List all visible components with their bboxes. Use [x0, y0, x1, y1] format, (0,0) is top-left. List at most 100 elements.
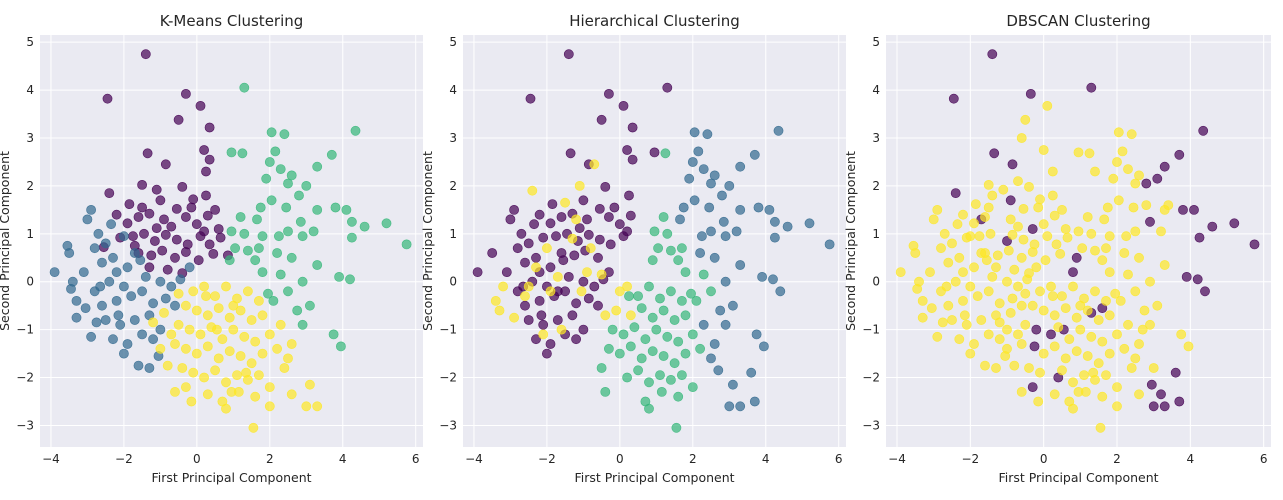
- scatter-point: [1082, 305, 1093, 316]
- scatter-point: [224, 346, 235, 357]
- scatter-point: [144, 363, 155, 373]
- scatter-point: [1018, 203, 1029, 214]
- scatter-point: [994, 298, 1005, 309]
- scatter-point: [1035, 367, 1045, 378]
- scatter-point: [563, 49, 574, 60]
- scatter-point: [1024, 181, 1034, 192]
- scatter-point: [139, 228, 149, 239]
- scatter-point: [1060, 224, 1071, 234]
- scatter-point: [1082, 351, 1093, 361]
- scatter-point: [140, 271, 151, 282]
- scatter-point: [286, 252, 297, 263]
- scatter-point: [264, 157, 275, 167]
- scatter-point: [498, 281, 508, 292]
- scatter-point: [1113, 195, 1124, 206]
- scatter-point: [697, 231, 707, 242]
- scatter-point: [980, 248, 990, 258]
- x-tick-label: 2: [266, 452, 274, 466]
- x-tick-labels: −4 −2 0 2 4 6: [465, 452, 842, 466]
- scatter-point: [516, 228, 527, 239]
- scatter-point: [1108, 173, 1119, 184]
- scatter-point: [1027, 224, 1038, 234]
- scatter-points: [472, 49, 835, 433]
- scatter-point: [252, 214, 262, 225]
- scatter-point: [633, 291, 643, 301]
- scatter-point: [954, 334, 965, 345]
- scatter-point: [170, 386, 180, 397]
- scatter-point: [241, 367, 251, 378]
- scatter-point: [1123, 164, 1133, 174]
- y-axis-label: Second Principal Component: [843, 151, 858, 331]
- scatter-point: [1027, 382, 1038, 392]
- y-axis-label: Second Principal Component: [0, 151, 12, 331]
- scatter-point: [275, 164, 286, 174]
- scatter-point: [689, 195, 700, 206]
- scatter-point: [751, 329, 762, 340]
- scatter-point: [1002, 324, 1012, 335]
- scatter-point: [95, 281, 106, 292]
- y-tick-label: −1: [862, 323, 880, 337]
- scatter-point: [173, 114, 184, 125]
- scatter-point: [939, 228, 950, 239]
- scatter-point: [166, 281, 177, 292]
- scatter-point: [1038, 219, 1049, 230]
- scatter-point: [948, 93, 959, 104]
- scatter-point: [1093, 358, 1104, 369]
- scatter-point: [159, 307, 169, 318]
- scatter-point: [558, 255, 569, 266]
- scatter-point: [636, 353, 647, 364]
- scatter-point: [1047, 190, 1058, 201]
- scatter-point: [1130, 178, 1141, 189]
- scatter-point: [155, 276, 166, 287]
- scatter-point: [1005, 214, 1016, 225]
- scatter-point: [137, 202, 147, 213]
- y-tick-label: −2: [439, 371, 457, 385]
- scatter-point: [381, 218, 392, 229]
- scatter-point: [578, 324, 589, 335]
- scatter-point: [585, 243, 596, 254]
- x-tick-label: −4: [888, 452, 906, 466]
- scatter-point: [594, 203, 605, 214]
- scatter-point: [998, 184, 1009, 195]
- scatter-point: [625, 310, 636, 321]
- scatter-point: [137, 286, 147, 297]
- scatter-point: [937, 317, 948, 328]
- scatter-point: [1145, 319, 1155, 330]
- scatter-point: [148, 334, 158, 345]
- scatter-point: [1176, 329, 1187, 340]
- scatter-point: [912, 283, 923, 294]
- scatter-point: [1049, 341, 1060, 352]
- scatter-point: [1077, 243, 1088, 254]
- scatter-point: [538, 232, 549, 243]
- scatter-point: [239, 82, 250, 93]
- scatter-point: [604, 343, 614, 354]
- scatter-point: [1071, 346, 1082, 357]
- scatter-point: [959, 310, 970, 321]
- y-tick-label: 1: [872, 227, 880, 241]
- scatter-point: [86, 204, 96, 215]
- scatter-point: [538, 319, 549, 330]
- scatter-point: [753, 202, 764, 213]
- scatter-point: [180, 89, 191, 99]
- scatter-point: [666, 286, 676, 297]
- scatter-point: [1075, 324, 1086, 335]
- scatter-point: [202, 210, 213, 221]
- scatter-point: [268, 295, 279, 306]
- x-axis-label: First Principal Component: [998, 470, 1158, 485]
- scatter-point: [1057, 365, 1067, 376]
- scatter-point: [624, 291, 634, 301]
- scatter-point: [980, 212, 990, 222]
- scatter-point: [1086, 331, 1097, 342]
- y-tick-label: 3: [26, 131, 34, 145]
- scatter-point: [574, 223, 585, 233]
- scatter-point: [1148, 401, 1159, 412]
- plot-area: [40, 35, 423, 447]
- scatter-point: [177, 363, 188, 373]
- scatter-point: [531, 334, 541, 345]
- scatter-point: [1181, 271, 1192, 282]
- scatter-point: [257, 231, 268, 242]
- scatter-point: [1013, 329, 1023, 340]
- scatter-point: [1097, 255, 1108, 266]
- scatter-point: [263, 288, 273, 299]
- scatter-point: [731, 226, 742, 237]
